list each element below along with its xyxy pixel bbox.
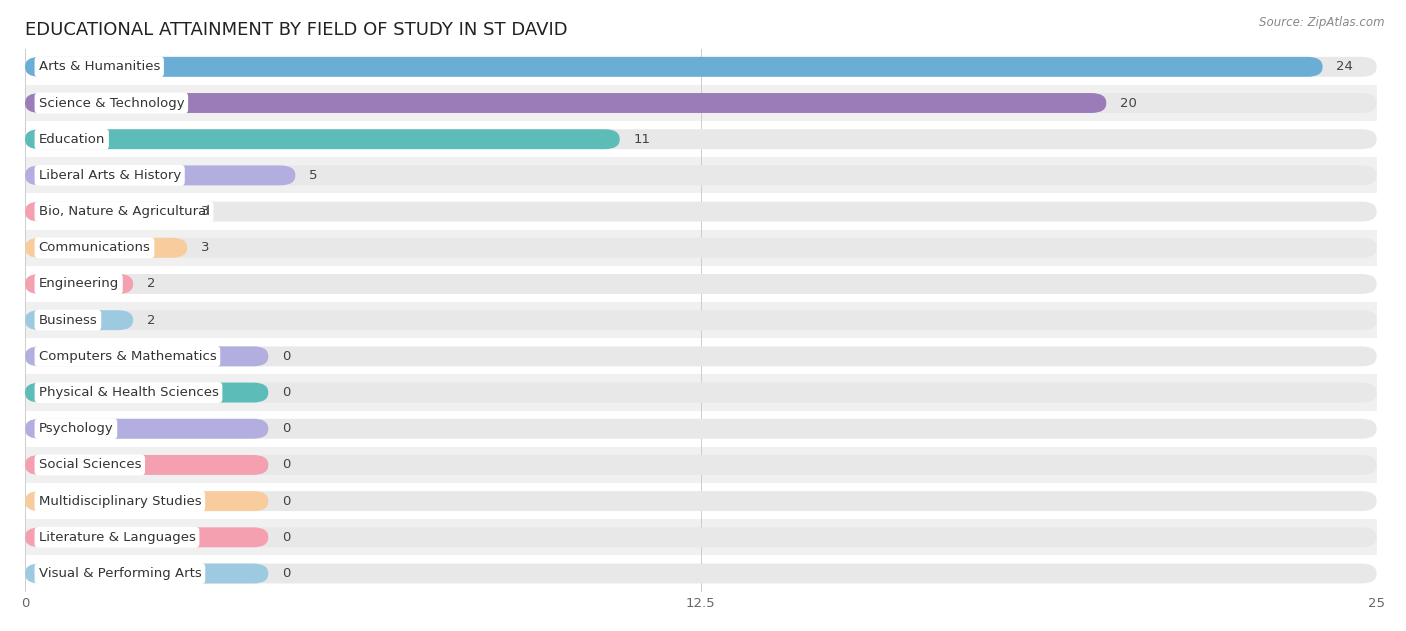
Text: Bio, Nature & Agricultural: Bio, Nature & Agricultural bbox=[38, 205, 209, 218]
Text: 0: 0 bbox=[281, 567, 290, 580]
Text: 0: 0 bbox=[281, 495, 290, 507]
Text: EDUCATIONAL ATTAINMENT BY FIELD OF STUDY IN ST DAVID: EDUCATIONAL ATTAINMENT BY FIELD OF STUDY… bbox=[25, 21, 568, 39]
FancyBboxPatch shape bbox=[25, 274, 134, 294]
FancyBboxPatch shape bbox=[25, 555, 1376, 592]
FancyBboxPatch shape bbox=[25, 93, 1376, 113]
FancyBboxPatch shape bbox=[25, 447, 1376, 483]
Text: Social Sciences: Social Sciences bbox=[38, 459, 141, 471]
FancyBboxPatch shape bbox=[25, 93, 1107, 113]
FancyBboxPatch shape bbox=[25, 194, 1376, 230]
Text: 24: 24 bbox=[1336, 61, 1353, 73]
FancyBboxPatch shape bbox=[25, 419, 1376, 439]
Text: 0: 0 bbox=[281, 459, 290, 471]
Text: Liberal Arts & History: Liberal Arts & History bbox=[38, 169, 181, 182]
FancyBboxPatch shape bbox=[25, 528, 269, 547]
FancyBboxPatch shape bbox=[25, 519, 1376, 555]
FancyBboxPatch shape bbox=[25, 202, 1376, 221]
FancyBboxPatch shape bbox=[25, 563, 1376, 584]
FancyBboxPatch shape bbox=[25, 165, 1376, 186]
Text: Communications: Communications bbox=[38, 241, 150, 254]
Text: 3: 3 bbox=[201, 205, 209, 218]
FancyBboxPatch shape bbox=[25, 57, 1323, 77]
FancyBboxPatch shape bbox=[25, 563, 269, 584]
FancyBboxPatch shape bbox=[25, 238, 1376, 257]
Text: 2: 2 bbox=[146, 314, 155, 327]
FancyBboxPatch shape bbox=[25, 491, 269, 511]
FancyBboxPatch shape bbox=[25, 129, 620, 149]
FancyBboxPatch shape bbox=[25, 455, 1376, 475]
FancyBboxPatch shape bbox=[25, 274, 1376, 294]
Text: 5: 5 bbox=[309, 169, 318, 182]
FancyBboxPatch shape bbox=[25, 382, 269, 403]
Text: Arts & Humanities: Arts & Humanities bbox=[38, 61, 160, 73]
FancyBboxPatch shape bbox=[25, 85, 1376, 121]
Text: Multidisciplinary Studies: Multidisciplinary Studies bbox=[38, 495, 201, 507]
FancyBboxPatch shape bbox=[25, 202, 187, 221]
Text: Engineering: Engineering bbox=[38, 278, 118, 290]
FancyBboxPatch shape bbox=[25, 266, 1376, 302]
FancyBboxPatch shape bbox=[25, 129, 1376, 149]
Text: 2: 2 bbox=[146, 278, 155, 290]
Text: 0: 0 bbox=[281, 350, 290, 363]
Text: Literature & Languages: Literature & Languages bbox=[38, 531, 195, 544]
FancyBboxPatch shape bbox=[25, 338, 1376, 374]
FancyBboxPatch shape bbox=[25, 230, 1376, 266]
FancyBboxPatch shape bbox=[25, 49, 1376, 85]
FancyBboxPatch shape bbox=[25, 346, 1376, 367]
Text: Education: Education bbox=[38, 133, 105, 146]
FancyBboxPatch shape bbox=[25, 157, 1376, 194]
FancyBboxPatch shape bbox=[25, 491, 1376, 511]
FancyBboxPatch shape bbox=[25, 302, 1376, 338]
Text: Science & Technology: Science & Technology bbox=[38, 97, 184, 110]
Text: Business: Business bbox=[38, 314, 97, 327]
FancyBboxPatch shape bbox=[25, 121, 1376, 157]
FancyBboxPatch shape bbox=[25, 57, 1376, 77]
Text: 0: 0 bbox=[281, 422, 290, 435]
Text: 0: 0 bbox=[281, 386, 290, 399]
FancyBboxPatch shape bbox=[25, 382, 1376, 403]
FancyBboxPatch shape bbox=[25, 165, 295, 186]
Text: Source: ZipAtlas.com: Source: ZipAtlas.com bbox=[1260, 16, 1385, 29]
Text: Visual & Performing Arts: Visual & Performing Arts bbox=[38, 567, 201, 580]
FancyBboxPatch shape bbox=[25, 419, 269, 439]
FancyBboxPatch shape bbox=[25, 528, 1376, 547]
FancyBboxPatch shape bbox=[25, 346, 269, 367]
FancyBboxPatch shape bbox=[25, 238, 187, 257]
Text: 20: 20 bbox=[1119, 97, 1136, 110]
Text: 0: 0 bbox=[281, 531, 290, 544]
FancyBboxPatch shape bbox=[25, 411, 1376, 447]
Text: 3: 3 bbox=[201, 241, 209, 254]
FancyBboxPatch shape bbox=[25, 310, 1376, 330]
FancyBboxPatch shape bbox=[25, 483, 1376, 519]
Text: Physical & Health Sciences: Physical & Health Sciences bbox=[38, 386, 218, 399]
Text: Psychology: Psychology bbox=[38, 422, 114, 435]
Text: 11: 11 bbox=[633, 133, 650, 146]
FancyBboxPatch shape bbox=[25, 455, 269, 475]
Text: Computers & Mathematics: Computers & Mathematics bbox=[38, 350, 217, 363]
FancyBboxPatch shape bbox=[25, 374, 1376, 411]
FancyBboxPatch shape bbox=[25, 310, 134, 330]
